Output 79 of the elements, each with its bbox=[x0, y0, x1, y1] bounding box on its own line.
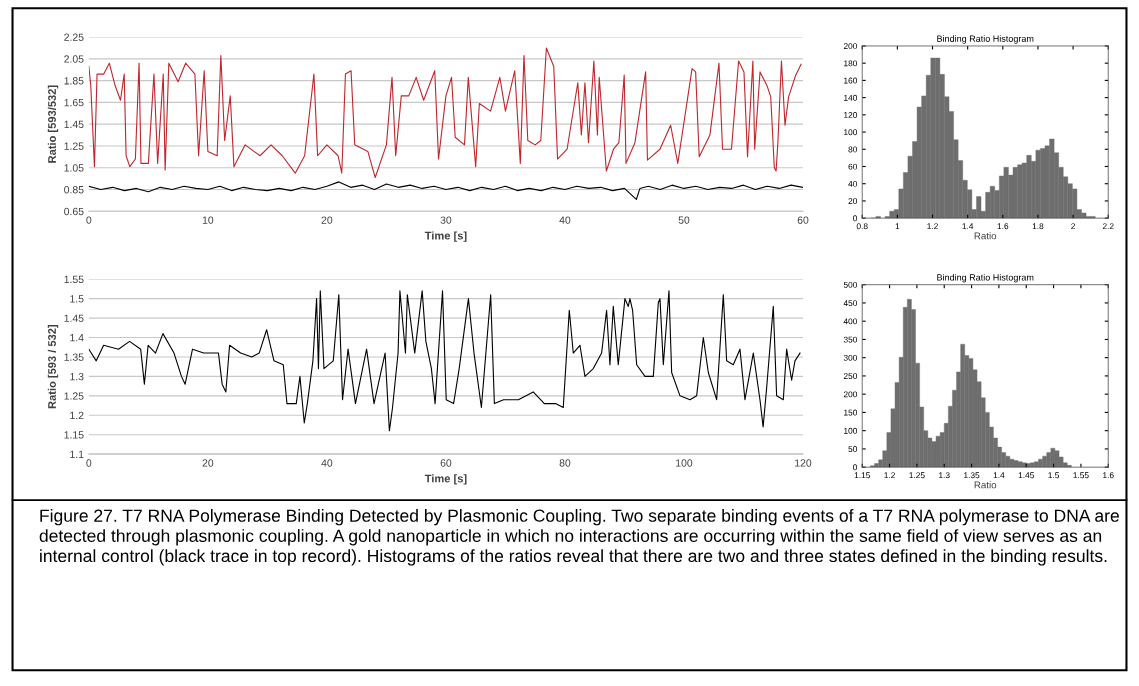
x-axis-title: Time [s] bbox=[424, 231, 467, 242]
x-tick-label: 1.5 bbox=[1048, 472, 1060, 479]
y-tick-label: 1.55 bbox=[64, 275, 84, 284]
y-tick-label: 300 bbox=[843, 354, 858, 361]
x-tick-label: 1.6 bbox=[1103, 472, 1114, 479]
x-tick-label: 40 bbox=[559, 216, 571, 224]
x-tick-label: 20 bbox=[202, 459, 214, 467]
x-tick-label: 1.55 bbox=[1073, 472, 1089, 479]
y-tick-label: 250 bbox=[843, 373, 858, 380]
x-tick-label: 0.8 bbox=[856, 223, 868, 230]
y-tick-label: 20 bbox=[848, 198, 858, 205]
chart-title: Binding Ratio Histogram bbox=[937, 35, 1034, 44]
y-tick-label: 1.3 bbox=[70, 372, 84, 381]
y-tick-label: 1.25 bbox=[64, 392, 84, 400]
y-tick-label: 0.85 bbox=[64, 186, 84, 194]
x-tick-label: 2.2 bbox=[1102, 223, 1114, 230]
x-tick-label: 60 bbox=[440, 459, 452, 467]
y-axis-title: Ratio [593 / 532] bbox=[47, 324, 59, 409]
y-tick-label: 0.65 bbox=[64, 207, 84, 216]
x-tick-label: 1.35 bbox=[964, 472, 980, 479]
y-tick-label: 1.45 bbox=[64, 314, 84, 322]
y-tick-label: 2.05 bbox=[64, 55, 84, 63]
y-tick-label: 200 bbox=[843, 43, 858, 50]
x-tick-label: 120 bbox=[795, 459, 812, 467]
y-tick-label: 1.35 bbox=[64, 353, 84, 361]
y-tick-label: 100 bbox=[844, 427, 858, 434]
y-tick-label: 50 bbox=[848, 446, 858, 453]
x-tick-label: 0 bbox=[86, 459, 92, 467]
x-tick-label: 60 bbox=[797, 216, 809, 224]
y-tick-label: 1.65 bbox=[64, 98, 84, 107]
y-tick-label: 160 bbox=[844, 77, 858, 84]
x-axis-title: Ratio bbox=[974, 481, 997, 489]
x-tick-label: 2 bbox=[1071, 223, 1075, 230]
x-tick-label: 0 bbox=[86, 216, 92, 224]
x-tick-label: 1.3 bbox=[939, 472, 950, 479]
x-tick-label: 10 bbox=[202, 216, 214, 224]
x-axis-title: Ratio bbox=[974, 232, 997, 240]
y-tick-label: 40 bbox=[848, 180, 858, 187]
y-tick-label: 350 bbox=[843, 336, 858, 343]
x-tick-label: 20 bbox=[321, 216, 333, 224]
y-tick-label: 200 bbox=[843, 391, 858, 398]
x-tick-label: 30 bbox=[440, 216, 452, 224]
y-tick-label: 1.1 bbox=[70, 450, 84, 458]
y-tick-label: 180 bbox=[844, 60, 858, 67]
x-tick-label: 100 bbox=[676, 459, 693, 467]
x-tick-label: 1.8 bbox=[1032, 223, 1044, 230]
caption: Figure 27. T7 RNA Polymerase Binding Detected by Plasmonic Coupling. Two separate binding events of a T7 RNA polymerase to DNA are detected through plasmonic coupling. A gold nanoparticle in which no interactions are occurring within the same field of view serves as an internal control (black trace in top record). Histograms of the ratios reveal that there are two and three states defined in the binding results. bbox=[39, 509, 1119, 566]
x-tick-label: 50 bbox=[678, 216, 690, 224]
y-tick-label: 400 bbox=[843, 318, 858, 325]
y-tick-label: 60 bbox=[848, 163, 858, 170]
y-tick-label: 1.15 bbox=[64, 431, 84, 439]
y-tick-label: 100 bbox=[844, 129, 858, 136]
y-tick-label: 1.05 bbox=[64, 164, 84, 172]
y-tick-label: 2.25 bbox=[64, 33, 84, 41]
x-tick-label: 1.6 bbox=[997, 223, 1009, 230]
x-tick-label: 1 bbox=[895, 223, 900, 230]
x-tick-label: 1.4 bbox=[993, 472, 1005, 479]
x-tick-label: 1.25 bbox=[909, 472, 925, 479]
y-tick-label: 1.5 bbox=[70, 295, 84, 303]
y-axis-title: Ratio [593/532] bbox=[47, 85, 59, 163]
chart-title: Binding Ratio Histogram bbox=[937, 273, 1034, 283]
y-tick-label: 1.4 bbox=[70, 334, 84, 342]
x-tick-label: 1.45 bbox=[1018, 472, 1034, 479]
y-tick-label: 140 bbox=[844, 94, 858, 101]
x-tick-label: 40 bbox=[321, 459, 333, 467]
x-tick-label: 1.2 bbox=[927, 223, 938, 230]
y-tick-label: 120 bbox=[844, 112, 858, 118]
y-tick-label: 1.85 bbox=[64, 77, 84, 85]
y-tick-label: 500 bbox=[843, 281, 858, 288]
y-tick-label: 1.25 bbox=[64, 142, 84, 150]
y-tick-label: 1.2 bbox=[70, 411, 84, 420]
y-tick-label: 1.45 bbox=[64, 120, 84, 129]
x-axis-title: Time [s] bbox=[424, 474, 467, 485]
y-tick-label: 450 bbox=[843, 300, 858, 307]
x-tick-label: 80 bbox=[559, 459, 571, 467]
x-tick-label: 1.4 bbox=[962, 223, 974, 230]
y-tick-label: 150 bbox=[844, 409, 858, 416]
y-tick-label: 80 bbox=[848, 146, 858, 153]
x-tick-label: 1.2 bbox=[884, 472, 895, 479]
